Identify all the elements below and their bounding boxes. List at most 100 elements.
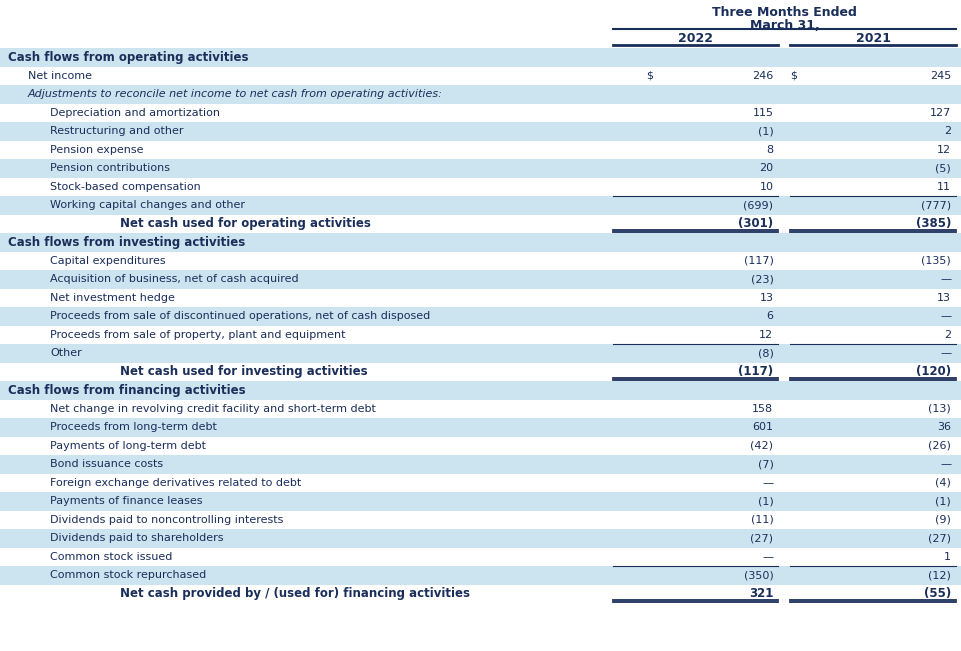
Bar: [0, 270, 961, 288]
Text: (26): (26): [928, 441, 951, 450]
Text: Payments of finance leases: Payments of finance leases: [50, 496, 203, 506]
Text: $: $: [646, 71, 653, 81]
Text: 1: 1: [945, 552, 951, 562]
Bar: [0, 418, 961, 437]
Text: Common stock repurchased: Common stock repurchased: [50, 570, 207, 580]
Text: Net change in revolving credit facility and short-term debt: Net change in revolving credit facility …: [50, 404, 376, 414]
Text: Net investment hedge: Net investment hedge: [50, 293, 175, 303]
Text: (55): (55): [924, 587, 951, 600]
Bar: [0, 233, 961, 251]
Text: 11: 11: [937, 182, 951, 192]
Text: (27): (27): [751, 533, 774, 543]
Text: Foreign exchange derivatives related to debt: Foreign exchange derivatives related to …: [50, 478, 301, 488]
Text: Net cash used for operating activities: Net cash used for operating activities: [120, 217, 371, 230]
Bar: [0, 141, 961, 159]
Text: 12: 12: [759, 330, 774, 340]
Text: (350): (350): [744, 570, 774, 580]
Text: Adjustments to reconcile net income to net cash from operating activities:: Adjustments to reconcile net income to n…: [28, 89, 443, 99]
Text: Pension expense: Pension expense: [50, 145, 143, 155]
Text: 13: 13: [937, 293, 951, 303]
Bar: [0, 381, 961, 400]
Text: 20: 20: [759, 163, 774, 173]
Bar: [0, 455, 961, 473]
Bar: [0, 437, 961, 455]
Text: Dividends paid to noncontrolling interests: Dividends paid to noncontrolling interes…: [50, 515, 283, 525]
Text: March 31,: March 31,: [750, 19, 820, 32]
Text: Depreciation and amortization: Depreciation and amortization: [50, 108, 220, 118]
Text: Bond issuance costs: Bond issuance costs: [50, 459, 163, 469]
Text: (699): (699): [744, 201, 774, 210]
Text: Payments of long-term debt: Payments of long-term debt: [50, 441, 206, 450]
Bar: [0, 529, 961, 547]
Text: Net cash provided by / (used for) financing activities: Net cash provided by / (used for) financ…: [120, 587, 470, 600]
Text: Acquisition of business, net of cash acquired: Acquisition of business, net of cash acq…: [50, 274, 299, 284]
Text: 10: 10: [759, 182, 774, 192]
Text: Pension contributions: Pension contributions: [50, 163, 170, 173]
Text: 6: 6: [767, 311, 774, 321]
Bar: [0, 48, 961, 66]
Bar: [0, 251, 961, 270]
Text: 12: 12: [937, 145, 951, 155]
Text: (120): (120): [916, 365, 951, 378]
Text: Three Months Ended: Three Months Ended: [712, 6, 857, 19]
Text: 245: 245: [930, 71, 951, 81]
Text: 321: 321: [749, 587, 774, 600]
Text: (1): (1): [757, 496, 774, 506]
Text: —: —: [762, 552, 774, 562]
Text: Cash flows from investing activities: Cash flows from investing activities: [8, 236, 245, 249]
Text: (5): (5): [935, 163, 951, 173]
Bar: [0, 326, 961, 344]
Text: (777): (777): [921, 201, 951, 210]
Bar: [0, 85, 961, 104]
Text: 246: 246: [752, 71, 774, 81]
Bar: [0, 585, 961, 603]
Text: $: $: [790, 71, 797, 81]
Text: 601: 601: [752, 422, 774, 432]
Text: —: —: [940, 348, 951, 358]
Text: 36: 36: [937, 422, 951, 432]
Text: Stock-based compensation: Stock-based compensation: [50, 182, 201, 192]
Bar: [0, 510, 961, 529]
Text: 8: 8: [766, 145, 774, 155]
Bar: [0, 196, 961, 214]
Text: 158: 158: [752, 404, 774, 414]
Text: —: —: [940, 311, 951, 321]
Bar: [0, 363, 961, 381]
Text: Cash flows from operating activities: Cash flows from operating activities: [8, 51, 249, 64]
Text: (1): (1): [757, 126, 774, 136]
Text: Restructuring and other: Restructuring and other: [50, 126, 184, 136]
Bar: [0, 307, 961, 326]
Text: Net cash used for investing activities: Net cash used for investing activities: [120, 365, 368, 378]
Text: Working capital changes and other: Working capital changes and other: [50, 201, 245, 210]
Text: Cash flows from financing activities: Cash flows from financing activities: [8, 383, 246, 396]
Text: 13: 13: [759, 293, 774, 303]
Text: 2: 2: [944, 126, 951, 136]
Text: (27): (27): [928, 533, 951, 543]
Text: 2: 2: [944, 330, 951, 340]
Bar: [0, 178, 961, 196]
Text: (1): (1): [935, 496, 951, 506]
Text: 115: 115: [752, 108, 774, 118]
Bar: [0, 159, 961, 178]
Bar: [0, 492, 961, 510]
Text: (385): (385): [916, 217, 951, 230]
Text: 127: 127: [930, 108, 951, 118]
Text: (42): (42): [751, 441, 774, 450]
Text: 2022: 2022: [678, 32, 713, 45]
Text: Capital expenditures: Capital expenditures: [50, 256, 165, 266]
Text: (4): (4): [935, 478, 951, 488]
Bar: [0, 66, 961, 85]
Text: —: —: [940, 459, 951, 469]
Bar: [0, 214, 961, 233]
Bar: [0, 344, 961, 363]
Text: (11): (11): [751, 515, 774, 525]
Text: (9): (9): [935, 515, 951, 525]
Text: Proceeds from sale of property, plant and equipment: Proceeds from sale of property, plant an…: [50, 330, 346, 340]
Text: Common stock issued: Common stock issued: [50, 552, 172, 562]
Text: (12): (12): [928, 570, 951, 580]
Text: (117): (117): [738, 365, 774, 378]
Text: —: —: [940, 274, 951, 284]
Text: (7): (7): [757, 459, 774, 469]
Text: (8): (8): [757, 348, 774, 358]
Bar: [0, 400, 961, 418]
